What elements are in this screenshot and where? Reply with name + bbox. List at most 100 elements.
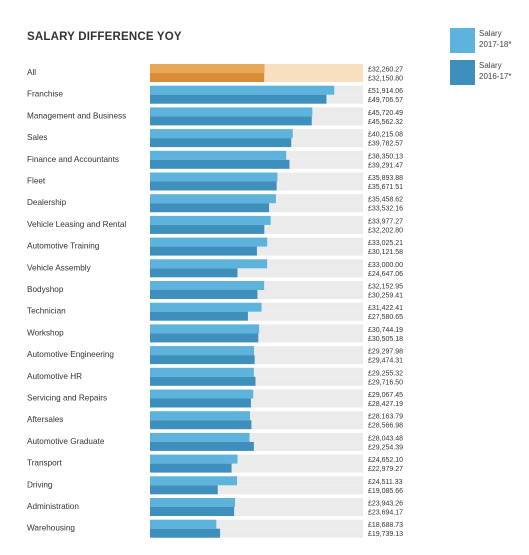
value-label-2017-finance-and-accountants: £38,350.13	[368, 153, 403, 160]
value-label-2016-workshop: £30,505.18	[368, 336, 403, 343]
value-label-2017-automotive-hr: £29,255.32	[368, 370, 403, 377]
bar-track-2016-technician	[150, 311, 363, 321]
category-label-management-and-business: Management and Business	[27, 111, 126, 120]
bar-2017-administration	[150, 498, 235, 507]
bar-track-2016-driving	[150, 485, 363, 495]
category-label-transport: Transport	[27, 459, 62, 468]
category-label-finance-and-accountants: Finance and Accountants	[27, 155, 119, 164]
value-label-2016-vehicle-assembly: £24,647.06	[368, 271, 403, 278]
value-label-2016-transport: £22,979.27	[368, 466, 403, 473]
bar-2016-driving	[150, 485, 218, 495]
bar-2016-transport	[150, 463, 232, 473]
bar-2016-automotive-engineering	[150, 355, 255, 365]
bar-2016-vehicle-leasing-and-rental	[150, 224, 265, 234]
category-label-servicing-and-repairs: Servicing and Repairs	[27, 394, 107, 403]
bar-track-2017-warehousing	[150, 519, 363, 529]
bar-2017-automotive-graduate	[150, 432, 250, 442]
legend-label-2016-line1: Salary	[479, 61, 502, 70]
bar-2017-driving	[150, 476, 238, 486]
value-label-2016-sales: £39,782.57	[368, 141, 403, 148]
category-label-technician: Technician	[27, 307, 66, 316]
value-label-2017-driving: £24,511.33	[368, 479, 403, 486]
bar-track-2016-warehousing	[150, 528, 363, 538]
bar-2017-franchise	[150, 85, 335, 95]
value-label-2016-administration: £23,694.17	[368, 510, 403, 517]
value-label-2017-bodyshop: £32,152.95	[368, 284, 403, 291]
bar-track-2016-automotive-graduate	[150, 441, 363, 451]
category-label-sales: Sales	[27, 133, 47, 142]
bar-2017-vehicle-assembly	[150, 259, 268, 269]
category-label-automotive-training: Automotive Training	[27, 242, 100, 251]
value-label-2017-workshop: £30,744.19	[368, 327, 403, 334]
bar-2016-management-and-business	[150, 116, 312, 126]
bar-2017-fleet	[150, 172, 278, 182]
bar-track-2016-administration	[150, 507, 363, 516]
bar-2017-workshop	[150, 324, 260, 334]
bar-2016-aftersales	[150, 420, 252, 430]
bar-track-2016-automotive-hr	[150, 376, 363, 386]
category-label-franchise: Franchise	[27, 90, 63, 99]
value-label-2017-transport: £24,652.10	[368, 457, 403, 464]
value-label-2016-technician: £27,580.65	[368, 314, 403, 321]
category-label-aftersales: Aftersales	[27, 415, 63, 424]
bar-2017-automotive-hr	[150, 367, 254, 377]
bar-2016-dealership	[150, 203, 270, 213]
bar-2016-servicing-and-repairs	[150, 398, 251, 408]
category-label-warehousing: Warehousing	[27, 524, 75, 533]
value-label-2016-finance-and-accountants: £39,291.47	[368, 162, 403, 169]
bar-2017-dealership	[150, 194, 276, 204]
category-label-vehicle-assembly: Vehicle Assembly	[27, 263, 92, 272]
bar-2017-transport	[150, 454, 238, 464]
bar-2016-administration	[150, 507, 235, 516]
value-label-2017-automotive-training: £33,025.21	[368, 240, 403, 247]
value-label-2017-automotive-graduate: £28,043.48	[368, 435, 403, 442]
bar-2016-bodyshop	[150, 290, 258, 299]
bar-2017-vehicle-leasing-and-rental	[150, 215, 271, 225]
bar-track-2016-automotive-engineering	[150, 355, 363, 365]
bar-2016-all	[150, 73, 265, 82]
bar-track-2017-administration	[150, 498, 363, 507]
bar-track-2017-servicing-and-repairs	[150, 389, 363, 399]
legend-swatch-2016	[450, 60, 475, 85]
value-label-2016-bodyshop: £30,259.41	[368, 293, 403, 300]
bar-track-2016-servicing-and-repairs	[150, 398, 363, 408]
value-label-2017-aftersales: £28,163.79	[368, 414, 403, 421]
bar-2017-automotive-training	[150, 237, 268, 247]
bar-2016-finance-and-accountants	[150, 159, 290, 169]
bar-track-2017-automotive-hr	[150, 367, 363, 377]
bar-2017-sales	[150, 129, 293, 139]
value-label-2016-driving: £19,085.66	[368, 488, 403, 495]
bar-track-2017-automotive-engineering	[150, 346, 363, 356]
value-label-2016-automotive-graduate: £29,254.39	[368, 444, 403, 451]
value-label-2017-administration: £23,943.26	[368, 501, 403, 508]
category-label-all: All	[27, 68, 36, 77]
legend-label-2016: Salary 2016-17*	[479, 60, 529, 82]
legend-swatch-2017	[450, 28, 475, 53]
bar-2016-automotive-hr	[150, 376, 256, 386]
bar-track-2017-aftersales	[150, 411, 363, 421]
category-label-automotive-hr: Automotive HR	[27, 372, 82, 381]
value-label-2017-automotive-engineering: £29,297.98	[368, 349, 403, 356]
bar-2017-bodyshop	[150, 281, 265, 290]
bar-2016-technician	[150, 311, 248, 321]
legend-label-2017: Salary 2017-18*	[479, 28, 529, 50]
category-label-workshop: Workshop	[27, 328, 64, 337]
bar-track-2017-automotive-graduate	[150, 432, 363, 442]
bar-2017-servicing-and-repairs	[150, 389, 254, 399]
bar-2017-all	[150, 64, 265, 73]
value-label-2017-management-and-business: £45,720.49	[368, 110, 403, 117]
value-label-2016-all: £32,150.80	[368, 76, 403, 83]
value-label-2016-fleet: £35,671.51	[368, 184, 403, 191]
category-label-administration: Administration	[27, 502, 79, 511]
value-label-2016-management-and-business: £45,562.32	[368, 119, 403, 126]
bar-2017-warehousing	[150, 519, 217, 529]
value-label-2016-automotive-training: £30,121.58	[368, 249, 403, 256]
value-label-2016-aftersales: £28,566.98	[368, 423, 403, 430]
value-label-2017-dealership: £35,458.62	[368, 197, 403, 204]
legend-label-2017-line2: 2017-18*	[479, 40, 512, 49]
category-label-automotive-graduate: Automotive Graduate	[27, 437, 105, 446]
bar-2016-franchise	[150, 94, 327, 104]
value-label-2016-automotive-engineering: £29,474.31	[368, 358, 403, 365]
bar-2016-workshop	[150, 333, 259, 343]
